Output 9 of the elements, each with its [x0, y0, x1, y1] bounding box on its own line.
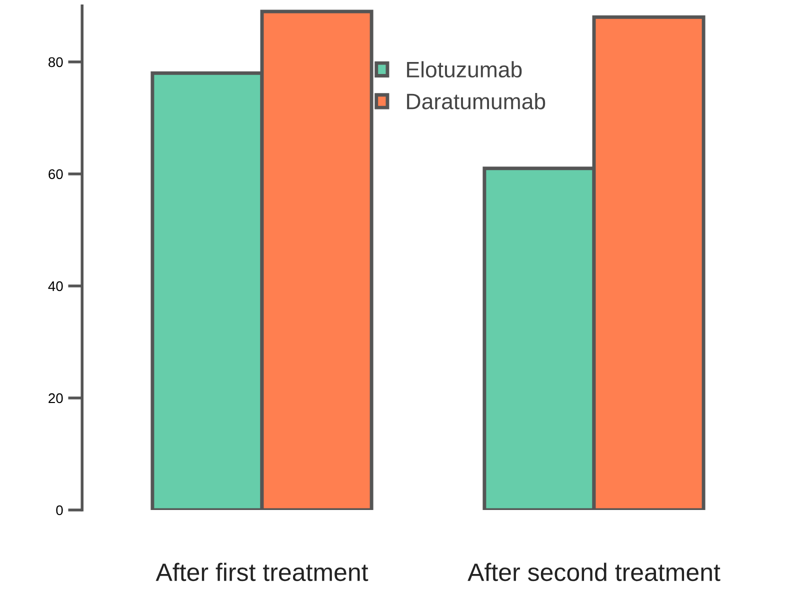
x-tick-label: After second treatment: [468, 562, 720, 582]
y-tick-label: 0: [56, 505, 63, 516]
y-tick-label: 20: [48, 393, 63, 404]
x-tick-label: After first treatment: [156, 562, 368, 582]
y-tick-label: 80: [48, 57, 63, 68]
y-tick-label: 40: [48, 281, 63, 292]
legend-label: Daratumumab: [407, 93, 546, 110]
y-tick-label: 60: [48, 169, 63, 180]
legend-label: Elotuzumab: [407, 61, 522, 78]
